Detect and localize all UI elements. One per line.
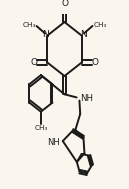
Text: O: O (30, 58, 37, 67)
Text: NH: NH (80, 94, 93, 103)
Text: N: N (42, 30, 49, 39)
Text: O: O (92, 58, 99, 67)
Text: CH₃: CH₃ (94, 22, 107, 28)
Text: O: O (61, 0, 68, 8)
Text: CH₃: CH₃ (22, 22, 35, 28)
Text: N: N (80, 30, 87, 39)
Text: NH: NH (47, 138, 59, 147)
Text: CH₃: CH₃ (34, 125, 48, 131)
